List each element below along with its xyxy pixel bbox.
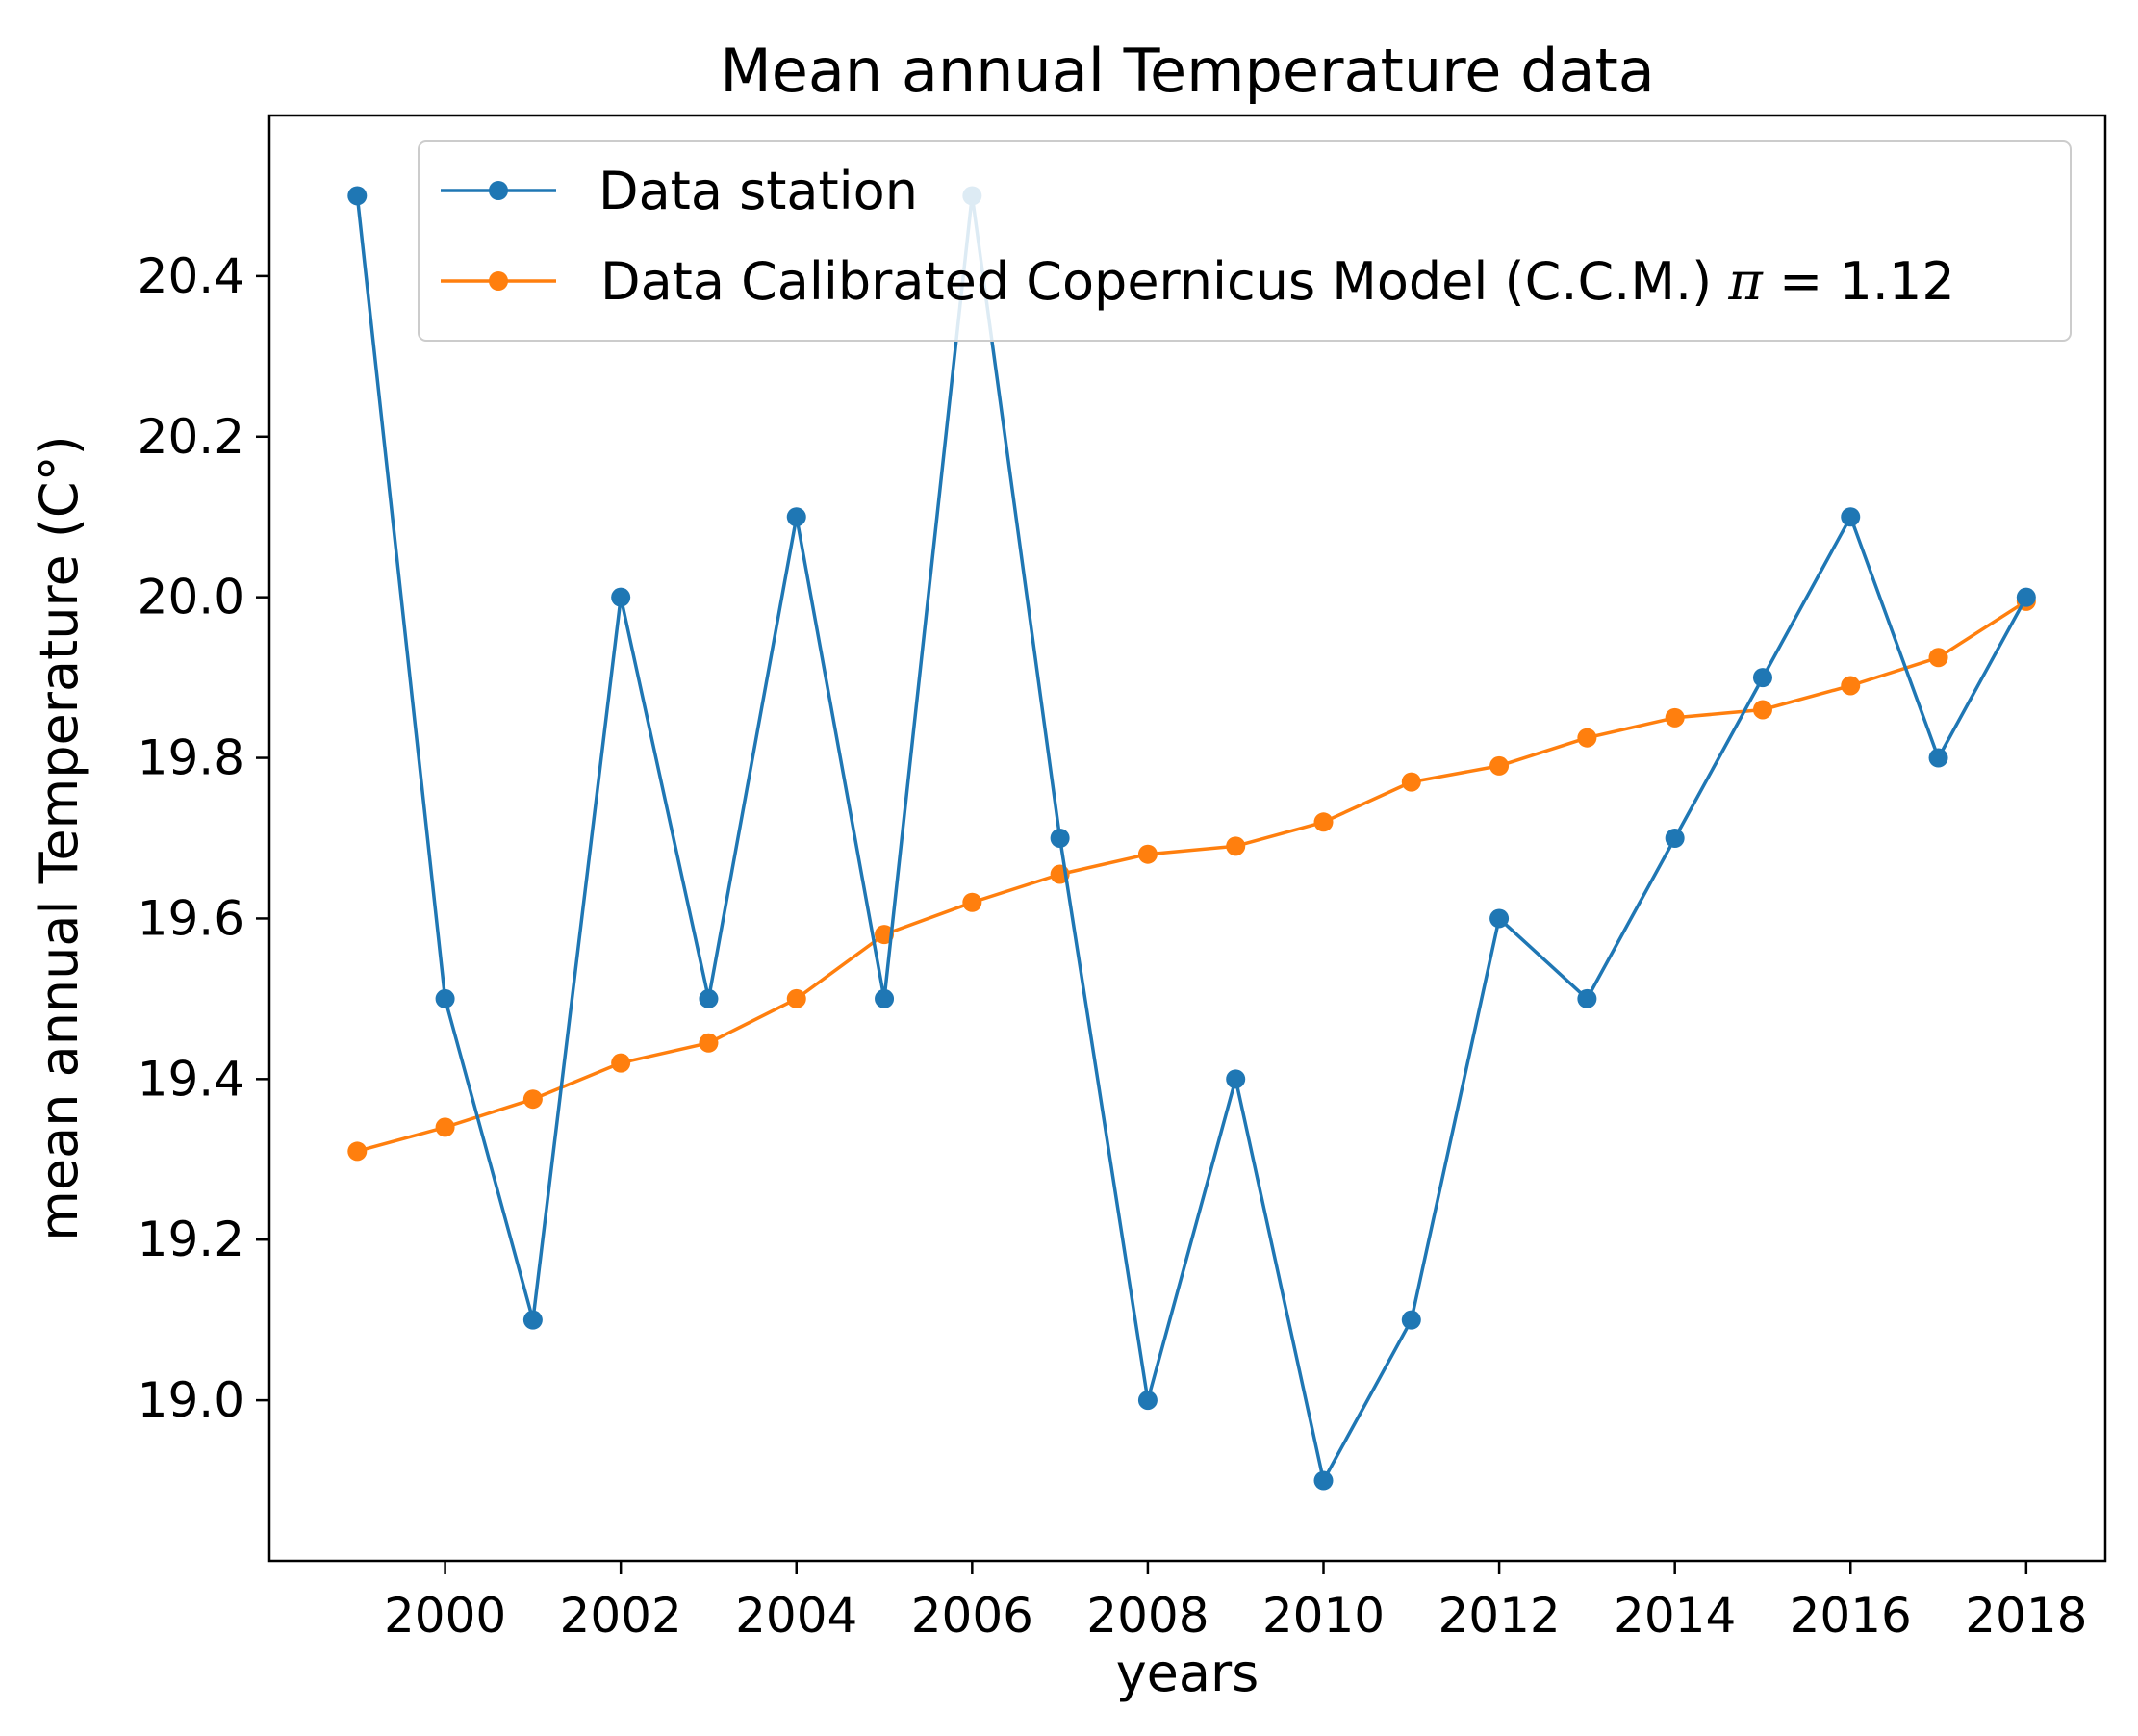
y-tick-label: 20.0 <box>138 570 244 625</box>
data-point-ccm <box>1928 648 1948 668</box>
y-tick-label: 19.4 <box>138 1051 244 1107</box>
plot-frame <box>267 114 2107 1563</box>
legend-label-ccm: Data Calibrated Copernicus Model (C.C.M.… <box>600 251 1955 312</box>
data-point-station <box>1928 748 1948 768</box>
legend-label-ccm-text: Data Calibrated Copernicus Model (C.C.M.… <box>600 251 1712 312</box>
data-point-ccm <box>699 1033 719 1053</box>
data-point-station <box>1665 829 1685 848</box>
data-point-station <box>1577 988 1597 1008</box>
data-point-ccm <box>786 988 806 1008</box>
data-point-ccm <box>522 1089 543 1110</box>
data-point-ccm <box>1226 836 1246 856</box>
series-line-station <box>355 193 2028 1483</box>
legend-label-ccm-pi: π <box>1727 251 1764 312</box>
legend-marker-ccm <box>489 271 508 291</box>
data-point-ccm <box>962 892 982 912</box>
legend-label-station: Data station <box>598 161 918 221</box>
data-point-ccm <box>1752 700 1772 720</box>
y-tick-label: 19.0 <box>138 1372 244 1428</box>
data-point-station <box>1226 1069 1246 1089</box>
series-line-ccm <box>356 600 2027 1154</box>
data-point-station <box>1752 668 1772 688</box>
y-tick-label: 19.2 <box>138 1212 244 1267</box>
y-tick-label: 19.8 <box>138 730 244 786</box>
x-tick-label: 2016 <box>1790 1588 1912 1644</box>
x-tick-label: 2012 <box>1438 1588 1560 1644</box>
data-point-station <box>1313 1470 1334 1491</box>
x-tick-label: 2018 <box>1965 1588 2087 1644</box>
data-point-station <box>347 186 368 206</box>
y-axis-label: mean annual Temperature (C°) <box>29 435 89 1240</box>
chart-title: Mean annual Temperature data <box>720 36 1655 106</box>
data-point-station <box>522 1310 543 1330</box>
data-point-station <box>786 507 806 527</box>
x-tick-label: 2000 <box>384 1588 506 1644</box>
data-point-ccm <box>1401 772 1421 792</box>
data-point-station <box>1841 507 1861 527</box>
data-point-ccm <box>1313 812 1334 832</box>
data-point-station <box>875 988 895 1008</box>
x-tick-label: 2010 <box>1262 1588 1385 1644</box>
x-tick-label: 2006 <box>911 1588 1033 1644</box>
x-tick-label: 2002 <box>560 1588 682 1644</box>
x-tick-label: 2014 <box>1614 1588 1736 1644</box>
data-point-ccm <box>1577 728 1597 748</box>
y-axis-ticks: 19.0 19.2 19.4 19.6 19.8 20.0 20.2 20.4 <box>138 248 269 1428</box>
data-point-ccm <box>1665 707 1685 728</box>
legend-box <box>418 140 2072 342</box>
data-point-ccm <box>611 1053 631 1073</box>
y-tick-label: 20.4 <box>138 248 244 304</box>
legend-label-ccm-value: = 1.12 <box>1779 251 1955 312</box>
data-point-station <box>1489 908 1510 929</box>
data-point-ccm <box>435 1117 455 1137</box>
x-axis-label: years <box>1116 1643 1260 1703</box>
data-point-ccm <box>1137 844 1158 864</box>
data-point-ccm <box>347 1141 368 1162</box>
x-tick-label: 2004 <box>735 1588 857 1644</box>
data-point-ccm <box>1841 676 1861 696</box>
y-tick-label: 20.2 <box>138 409 244 465</box>
data-point-station <box>1050 829 1070 848</box>
legend: Data station Data Calibrated Copernicus … <box>418 140 2072 342</box>
data-point-station <box>1137 1391 1158 1411</box>
data-point-station <box>2016 587 2036 607</box>
data-point-station <box>699 988 719 1008</box>
data-point-station <box>435 988 455 1008</box>
data-point-ccm <box>1489 755 1510 776</box>
x-axis-ticks: 2000 2002 2004 2006 2008 2010 2012 2014 2016 2018 <box>384 1561 2087 1644</box>
legend-marker-station <box>489 181 508 200</box>
x-tick-label: 2008 <box>1086 1588 1209 1644</box>
data-point-station <box>1401 1310 1421 1330</box>
y-tick-label: 19.6 <box>138 890 244 946</box>
data-point-station <box>611 587 631 607</box>
